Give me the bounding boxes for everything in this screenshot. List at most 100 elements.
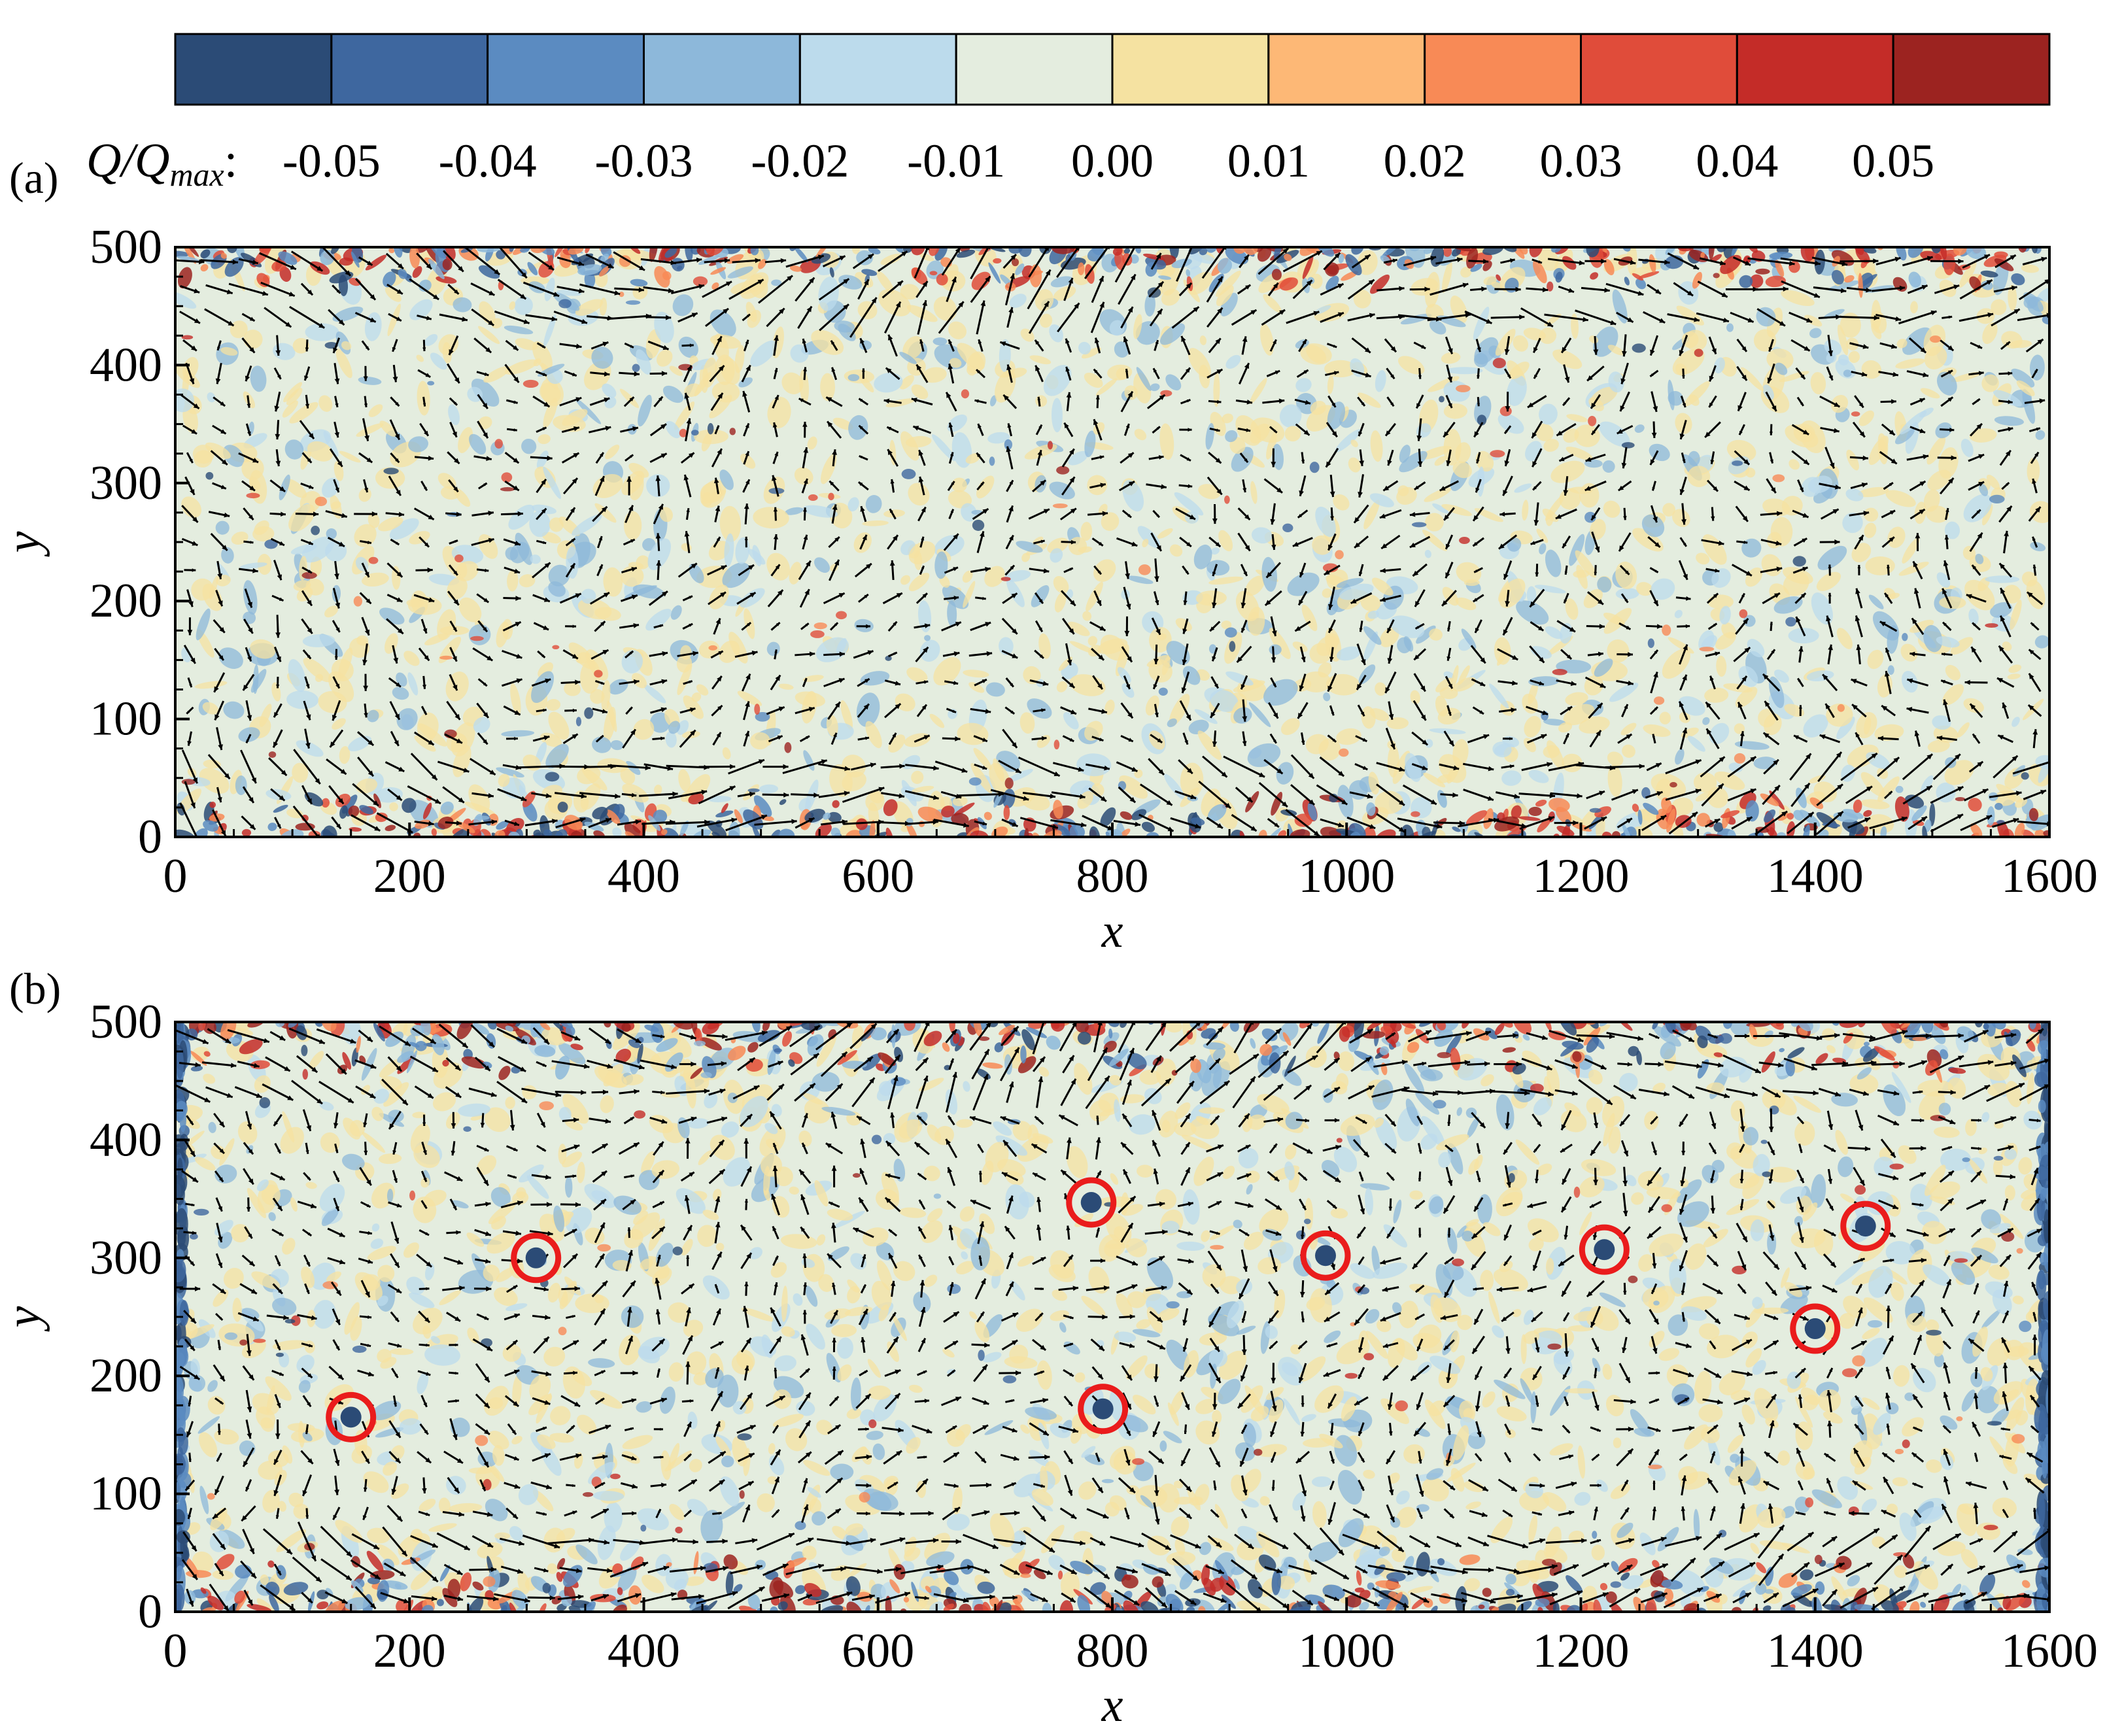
velocity-vector-head bbox=[634, 679, 640, 685]
q-blob bbox=[1755, 268, 1770, 275]
velocity-vector-head bbox=[1919, 428, 1925, 434]
q-blob bbox=[1535, 800, 1547, 807]
velocity-vector-head bbox=[190, 802, 196, 809]
velocity-vector bbox=[904, 790, 939, 800]
q-blob bbox=[235, 775, 247, 796]
q-blob bbox=[1607, 751, 1624, 766]
q-blob bbox=[1555, 271, 1563, 283]
q-blob bbox=[1310, 400, 1326, 415]
q-blob bbox=[727, 254, 744, 264]
q-blob bbox=[2028, 808, 2039, 822]
velocity-vector-head bbox=[337, 460, 343, 467]
q-blob bbox=[951, 813, 969, 826]
velocity-vector bbox=[1902, 785, 1933, 805]
q-blob bbox=[379, 420, 397, 437]
velocity-vector-head bbox=[2011, 285, 2017, 291]
q-blob bbox=[543, 398, 558, 428]
velocity-vector-head bbox=[655, 533, 661, 539]
q-blob bbox=[1909, 619, 1934, 633]
velocity-vector-head bbox=[1861, 482, 1868, 488]
velocity-vector-head bbox=[521, 272, 527, 279]
velocity-vector-head bbox=[1987, 312, 1994, 318]
q-blob bbox=[1649, 254, 1656, 273]
velocity-vector-head bbox=[363, 376, 368, 381]
velocity-vector-head bbox=[2030, 622, 2035, 626]
velocity-vector-head bbox=[220, 429, 226, 434]
q-blob bbox=[2030, 541, 2046, 552]
q-blob bbox=[1632, 343, 1646, 353]
velocity-vector-head bbox=[483, 483, 487, 486]
velocity-vector-head bbox=[950, 452, 954, 456]
velocity-vector-head bbox=[1217, 307, 1223, 314]
velocity-vector-head bbox=[1486, 318, 1492, 324]
velocity-vector-head bbox=[1509, 737, 1513, 741]
velocity-vector-head bbox=[1977, 532, 1983, 539]
q-blob bbox=[1895, 358, 1925, 369]
q-blob bbox=[883, 799, 898, 817]
velocity-vector-head bbox=[892, 732, 897, 738]
q-blob bbox=[1637, 809, 1643, 825]
q-blob bbox=[209, 802, 216, 808]
q-blob bbox=[1443, 403, 1467, 419]
velocity-vector-head bbox=[1594, 571, 1598, 575]
velocity-vector-head bbox=[305, 714, 311, 721]
q-blob bbox=[1093, 559, 1116, 582]
q-blob bbox=[1927, 469, 1951, 490]
q-blob bbox=[1621, 442, 1635, 449]
velocity-vector bbox=[525, 314, 558, 321]
q-blob bbox=[193, 828, 208, 837]
q-blob bbox=[734, 809, 743, 824]
q-blob bbox=[1851, 411, 1860, 417]
velocity-vector-head bbox=[1241, 628, 1246, 633]
q-blob bbox=[752, 824, 763, 837]
q-blob bbox=[1101, 512, 1120, 531]
velocity-vector-head bbox=[1385, 687, 1390, 693]
q-blob bbox=[623, 511, 642, 540]
colorbar-tick-label: -0.05 bbox=[282, 135, 381, 187]
q-blob bbox=[1788, 628, 1819, 644]
velocity-vector bbox=[1811, 256, 1848, 266]
q-blob bbox=[1688, 451, 1700, 466]
velocity-vector-head bbox=[1862, 344, 1869, 349]
velocity-vector-head bbox=[806, 306, 812, 313]
velocity-vector-head bbox=[1889, 430, 1895, 435]
velocity-vector bbox=[1781, 280, 1821, 298]
velocity-vector-head bbox=[335, 403, 339, 407]
q-blob bbox=[585, 247, 590, 254]
q-blob bbox=[1702, 717, 1710, 725]
q-blob bbox=[1027, 698, 1052, 719]
velocity-vector-head bbox=[488, 537, 494, 543]
q-blob bbox=[1419, 445, 1452, 460]
velocity-vector-head bbox=[1099, 276, 1104, 282]
velocity-vector-head bbox=[890, 479, 895, 484]
velocity-vector-head bbox=[749, 791, 755, 797]
q-blob bbox=[1844, 275, 1855, 283]
velocity-vector bbox=[639, 792, 678, 797]
velocity-vector-head bbox=[1773, 593, 1780, 598]
velocity-vector-head bbox=[684, 392, 690, 399]
velocity-vector-head bbox=[1093, 369, 1098, 373]
velocity-vector bbox=[1789, 753, 1812, 781]
q-blob bbox=[1095, 378, 1118, 396]
q-blob bbox=[1141, 821, 1155, 832]
q-blob bbox=[1248, 607, 1265, 636]
velocity-vector-head bbox=[1070, 508, 1076, 514]
q-blob bbox=[519, 574, 536, 588]
velocity-vector-head bbox=[1329, 656, 1334, 662]
velocity-vector-head bbox=[398, 263, 403, 269]
velocity-vector-head bbox=[1127, 307, 1133, 313]
velocity-vector-head bbox=[1221, 772, 1227, 777]
velocity-vector-head bbox=[803, 534, 808, 540]
q-blob bbox=[1380, 626, 1399, 647]
q-blob bbox=[326, 528, 337, 539]
velocity-vector-head bbox=[1000, 341, 1006, 347]
velocity-vector-head bbox=[1653, 600, 1658, 606]
velocity-vector-head bbox=[1532, 432, 1537, 439]
q-blob bbox=[1309, 643, 1332, 664]
velocity-vector-head bbox=[1919, 398, 1925, 403]
q-blob bbox=[1081, 347, 1102, 359]
q-blob bbox=[691, 430, 699, 436]
q-blob bbox=[902, 335, 924, 360]
q-blob bbox=[956, 249, 976, 258]
q-blob bbox=[1669, 782, 1677, 788]
